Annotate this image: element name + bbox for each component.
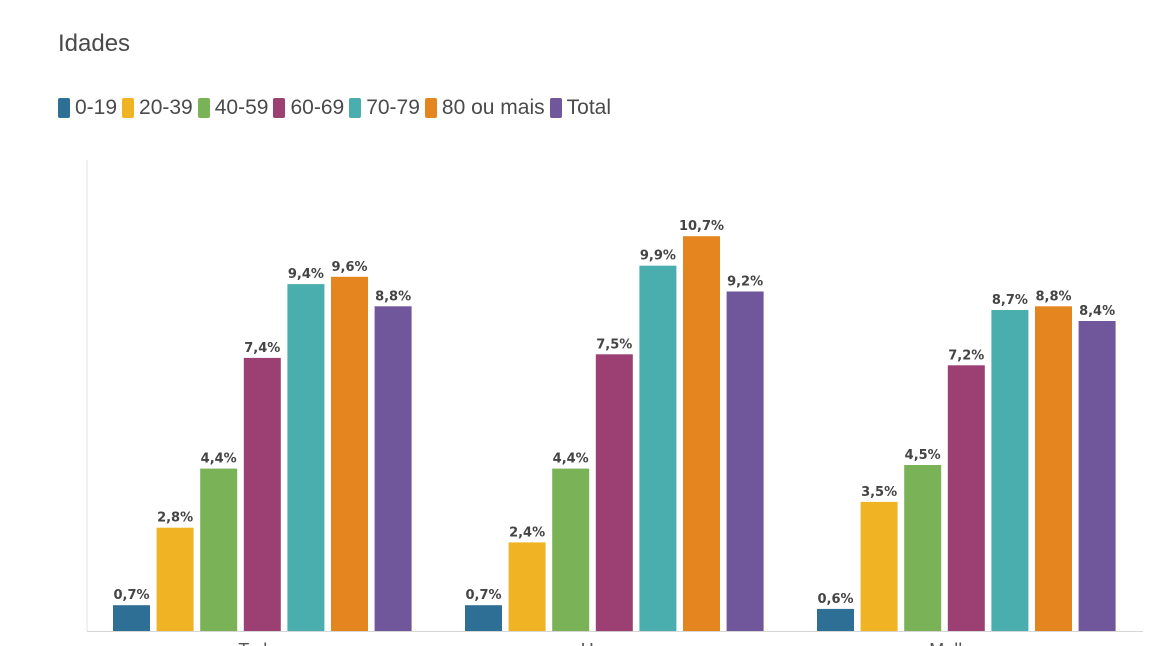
category-label: Mulheres xyxy=(929,640,1003,646)
bar xyxy=(156,527,194,631)
legend-swatch xyxy=(349,98,362,118)
legend-label: 0-19 xyxy=(75,96,118,119)
legend-label: 20-39 xyxy=(139,96,193,119)
legend-label: 80 ou mais xyxy=(441,96,545,119)
legend-swatch xyxy=(424,98,437,118)
legend-item: 80 ou mais xyxy=(424,96,545,120)
bar-data-label: 0,6% xyxy=(817,592,853,607)
bar xyxy=(639,265,677,631)
category-label: Todos xyxy=(238,640,286,646)
legend-swatch xyxy=(122,98,135,118)
bar-data-label: 4,5% xyxy=(905,448,941,463)
bar-data-label: 8,7% xyxy=(992,293,1028,308)
legend-swatch xyxy=(273,98,286,118)
bar-data-label: 4,4% xyxy=(201,452,237,467)
chart-title: Idades xyxy=(58,30,131,57)
chart-legend: 0-19 20-39 40-59 60-69 70-79 80 ou mais Total xyxy=(58,96,613,120)
bar-data-label: 9,4% xyxy=(288,267,324,282)
bar xyxy=(860,501,898,632)
legend-item: Total xyxy=(549,96,611,120)
bar xyxy=(817,608,854,631)
bar xyxy=(331,276,368,631)
legend-swatch xyxy=(197,98,210,118)
legend-swatch xyxy=(58,98,70,118)
bar-data-label: 7,2% xyxy=(948,348,984,363)
legend-item: 60-69 xyxy=(273,96,344,120)
bar xyxy=(287,284,325,631)
legend-item: 40-59 xyxy=(197,96,269,120)
category-label: Homens xyxy=(581,640,648,646)
legend-item: 0-19 xyxy=(58,96,117,120)
bar xyxy=(991,310,1029,631)
bar xyxy=(1078,321,1116,631)
bar xyxy=(200,468,238,631)
bar xyxy=(243,357,281,631)
bar-data-label: 9,6% xyxy=(331,260,367,275)
bar-data-label: 0,7% xyxy=(113,588,149,603)
bar-data-label: 8,8% xyxy=(1035,289,1071,304)
bar xyxy=(508,542,546,631)
bar-data-label: 10,7% xyxy=(679,219,724,234)
bar xyxy=(904,465,942,631)
bar-data-label: 0,7% xyxy=(465,588,501,603)
bar-data-label: 7,5% xyxy=(596,337,632,352)
bar-data-label: 7,4% xyxy=(244,341,280,356)
bar xyxy=(1035,306,1072,631)
bar xyxy=(726,291,764,631)
bar-data-label: 2,8% xyxy=(157,511,193,526)
bar xyxy=(683,236,720,631)
legend-label: 70-79 xyxy=(366,96,420,119)
bar-data-label: 3,5% xyxy=(861,485,897,500)
bar-data-label: 4,4% xyxy=(553,452,589,467)
bar xyxy=(113,605,150,631)
bar-data-label: 2,4% xyxy=(509,525,545,540)
bar-data-label: 8,8% xyxy=(375,289,411,304)
bar xyxy=(465,605,502,631)
bar xyxy=(595,354,633,632)
bar-data-label: 8,4% xyxy=(1079,304,1115,319)
legend-label: Total xyxy=(566,96,611,119)
legend-item: 70-79 xyxy=(349,96,420,120)
legend-item: 20-39 xyxy=(122,96,193,120)
legend-label: 40-59 xyxy=(214,96,269,119)
bar-data-label: 9,9% xyxy=(640,249,676,264)
bar xyxy=(374,306,412,631)
bar xyxy=(947,365,985,631)
bar xyxy=(552,468,590,631)
bar-data-label: 9,2% xyxy=(727,275,763,290)
legend-swatch xyxy=(549,98,562,118)
legend-label: 60-69 xyxy=(290,96,345,119)
